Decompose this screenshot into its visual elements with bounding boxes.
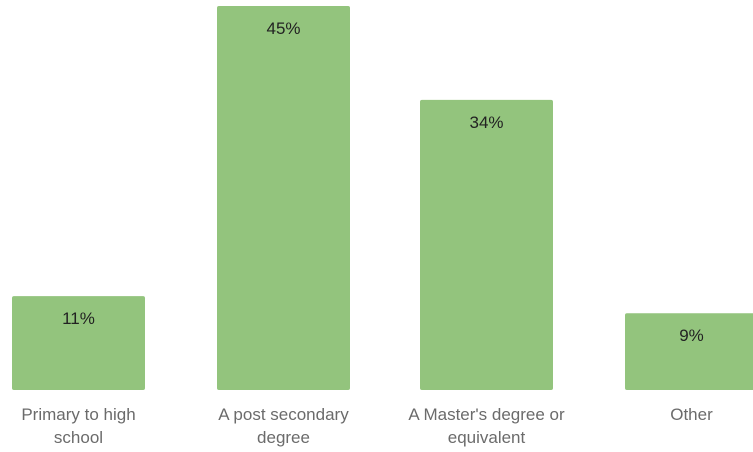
bars-group — [12, 6, 753, 390]
category-label-1-line-2: school — [54, 428, 103, 447]
bar-4 — [625, 313, 753, 390]
value-label-3: 34% — [469, 113, 503, 132]
category-labels-group: Primary to high school A post secondary deg… — [21, 405, 713, 447]
value-label-2: 45% — [266, 19, 300, 38]
category-label-2-line-1: A post secondary — [218, 405, 349, 424]
category-label-1-line-1: Primary to high — [21, 405, 135, 424]
category-label-3-line-2: equivalent — [448, 428, 526, 447]
bar-2 — [217, 6, 350, 390]
bar-3 — [420, 99, 553, 390]
value-label-4: 9% — [679, 326, 704, 345]
value-labels-group: 11% 45% 34% 9% — [62, 19, 704, 345]
category-label-4-line-1: Other — [670, 405, 713, 424]
category-label-3-line-1: A Master's degree or — [408, 405, 565, 424]
category-label-2-line-2: degree — [257, 428, 310, 447]
bar-1 — [12, 296, 145, 390]
value-label-1: 11% — [62, 309, 95, 328]
